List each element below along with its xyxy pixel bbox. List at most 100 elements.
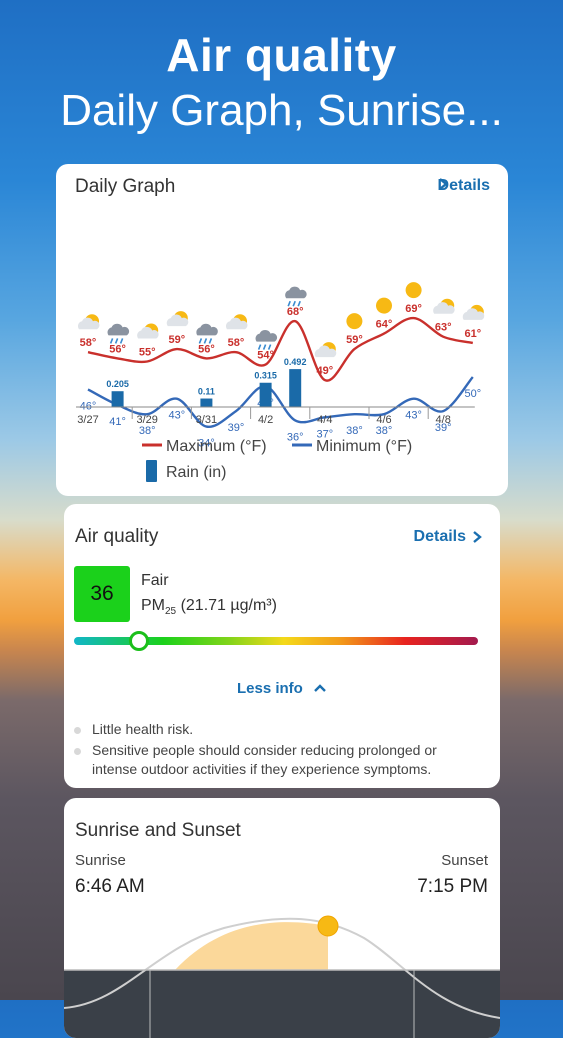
max-temp-label: 54° — [257, 350, 274, 362]
min-temp-label: 43° — [405, 410, 422, 422]
legend-max-label: Maximum (°F) — [166, 438, 267, 455]
x-tick-label: 4/2 — [258, 414, 273, 426]
min-temp-label: 36° — [287, 431, 304, 443]
aqi-value-badge: 36 — [74, 566, 130, 622]
min-temp-label: 43° — [168, 410, 185, 422]
air-quality-details-label: Details — [413, 528, 466, 545]
max-temp-label: 58° — [80, 337, 97, 349]
pm-subscript: 25 — [165, 606, 177, 618]
rain-cloud-icon — [255, 329, 278, 350]
sun-card: Sunrise and Sunset Sunrise 6:46 AM Sunse… — [64, 798, 500, 1038]
min-temp-label: 39° — [435, 422, 452, 434]
hero-title: Air quality — [166, 29, 397, 81]
sun-icon — [346, 313, 363, 330]
sun-card-title: Sunrise and Sunset — [75, 820, 241, 841]
daily-graph-chart: 58° 56° 55° 59° 56° 58° 54° 68° 49° 59° 64° 69° 63° 6… — [76, 282, 485, 482]
rain-bar — [289, 369, 302, 407]
aqi-scale-marker — [128, 631, 149, 651]
max-temp-label: 59° — [168, 334, 185, 346]
aqi-level-label: Fair — [141, 572, 169, 589]
sun-cloud-icon — [314, 342, 337, 358]
sunset-time: 7:15 PM — [417, 876, 488, 897]
min-temp-label: 37° — [316, 428, 333, 440]
sun-cloud-icon — [77, 314, 100, 330]
x-tick-label: 3/31 — [196, 414, 217, 426]
bullet-dot-icon — [74, 727, 81, 734]
rain-bar — [111, 391, 124, 407]
sun-path-diagram — [64, 915, 500, 1038]
less-info-toggle[interactable]: Less info — [64, 680, 500, 697]
aqi-scale-bar — [74, 637, 478, 645]
air-quality-details-link[interactable]: Details — [414, 528, 482, 546]
legend-rain-swatch — [146, 460, 157, 482]
max-temp-label: 69° — [405, 303, 422, 315]
sun-cloud-icon — [225, 314, 248, 330]
daylight-elapsed-area — [175, 922, 328, 970]
chevron-right-icon — [473, 531, 482, 543]
rain-bar — [259, 382, 272, 407]
min-temp-line — [87, 376, 474, 429]
less-info-label: Less info — [236, 680, 303, 697]
min-temp-label: 39° — [228, 422, 245, 434]
x-tick-label: 4/4 — [317, 414, 332, 426]
rain-cloud-icon — [285, 286, 307, 307]
max-temp-label: 68° — [287, 306, 304, 318]
min-temp-label: 34° — [198, 438, 215, 450]
rain-cloud-icon — [196, 323, 218, 344]
rain-cloud-icon — [107, 323, 130, 344]
x-tick-label: 4/8 — [436, 414, 451, 426]
x-tick-label: 4/6 — [376, 414, 391, 426]
max-temp-label: 55° — [139, 347, 156, 359]
rain-bar-label: 0.11 — [198, 387, 215, 397]
sun-cloud-icon — [462, 304, 485, 320]
max-temp-label: 49° — [316, 365, 333, 377]
rain-bar-label: 0.315 — [254, 371, 277, 381]
hero-subtitle: Daily Graph, Sunrise... — [60, 86, 503, 135]
pm-prefix: PM — [141, 597, 165, 614]
min-temp-label: 38° — [376, 425, 393, 437]
daily-graph-details-label: Details — [437, 177, 490, 194]
rain-bar-label: 0.205 — [106, 379, 129, 389]
min-temp-label: 50° — [464, 388, 481, 400]
min-temp-label: 38° — [346, 425, 363, 437]
max-temp-label: 56° — [198, 343, 215, 355]
rain-bar-label: 0.492 — [284, 357, 307, 367]
sun-path-curve — [64, 917, 500, 1019]
daily-graph-card: 58° 56° 55° 59° 56° 58° 54° 68° 49° 59° 64° 69° 63° 6… — [56, 164, 508, 496]
max-temp-label: 64° — [376, 319, 393, 331]
legend-min-label: Minimum (°F) — [316, 438, 412, 455]
rain-bar — [200, 398, 213, 407]
advice-text: Sensitive people should consider reducin… — [92, 742, 437, 777]
legend-rain-label: Rain (in) — [166, 464, 226, 481]
daily-graph-details-link[interactable]: Details — [438, 177, 490, 195]
advice-item: Sensitive people should consider reducin… — [74, 741, 484, 779]
sun-icon — [405, 282, 422, 299]
sun-icon — [376, 297, 392, 314]
max-temp-label: 61° — [464, 328, 481, 340]
chevron-up-icon — [314, 684, 326, 692]
sunset-label: Sunset — [441, 852, 488, 869]
pm-value: (21.71 µg/m³) — [180, 597, 277, 614]
air-quality-title: Air quality — [75, 526, 159, 547]
daily-graph-title: Daily Graph — [75, 176, 176, 197]
advice-item: Little health risk. — [74, 720, 484, 739]
air-quality-card: Air quality Details 36 Fair PM25 (21.71 … — [64, 504, 500, 788]
max-temp-label: 63° — [435, 322, 452, 334]
chevron-right-icon — [438, 178, 448, 190]
x-tick-label: 3/29 — [136, 414, 157, 426]
max-temp-label: 58° — [228, 337, 245, 349]
pm-reading: PM25 (21.71 µg/m³) — [141, 597, 277, 617]
bullet-dot-icon — [74, 748, 81, 755]
sun-cloud-icon — [166, 311, 189, 327]
min-temp-label: 41° — [109, 416, 126, 428]
sunrise-label: Sunrise — [75, 852, 126, 869]
sun-cloud-icon — [433, 298, 455, 314]
min-temp-label: 38° — [139, 425, 156, 437]
min-temp-label: 46° — [80, 400, 97, 412]
sun-icon — [317, 915, 339, 937]
advice-text: Little health risk. — [92, 721, 194, 737]
max-temp-label: 59° — [346, 334, 363, 346]
max-temp-line — [87, 316, 474, 382]
max-temp-label: 56° — [109, 343, 126, 355]
sun-cloud-icon — [137, 323, 159, 339]
